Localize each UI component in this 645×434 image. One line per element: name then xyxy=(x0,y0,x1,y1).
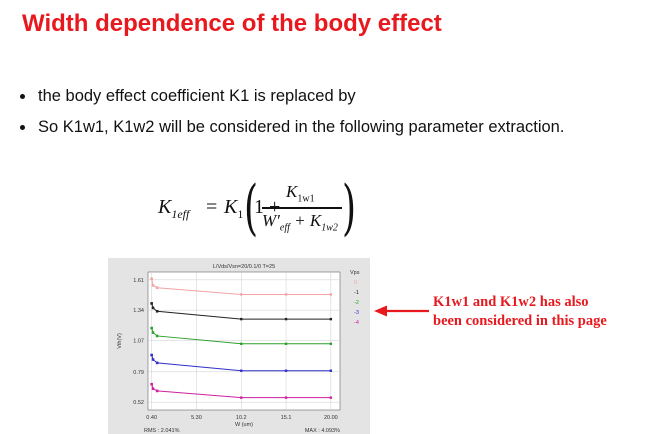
data-point xyxy=(150,277,153,281)
y-tick-label: 1.34 xyxy=(133,308,144,314)
formula-numerator: K1w1 xyxy=(286,182,315,205)
data-point xyxy=(151,387,155,390)
data-point xyxy=(155,286,159,290)
bullet-dot xyxy=(20,94,25,99)
data-point xyxy=(240,342,243,346)
x-tick-label: 5.30 xyxy=(191,415,202,421)
x-axis-label: W (um) xyxy=(235,422,253,428)
x-tick-label: 20.00 xyxy=(324,415,338,421)
data-point xyxy=(284,396,288,399)
data-point xyxy=(150,326,153,330)
data-point xyxy=(284,317,288,321)
data-point xyxy=(151,331,155,334)
data-point xyxy=(329,293,333,296)
data-point xyxy=(151,358,155,361)
formula-equals: = xyxy=(206,196,218,218)
x-tick-label: 0.40 xyxy=(146,415,157,421)
chart-title: L/Vds/Vsn=20/0.1/0 T=25 xyxy=(213,264,275,270)
data-point xyxy=(329,369,333,372)
bullet-item: the body effect coefficient K1 is replac… xyxy=(20,86,620,107)
annotation-line-1: K1w1 and K1w2 has also xyxy=(433,294,589,310)
data-point xyxy=(150,382,153,386)
data-point xyxy=(284,369,288,372)
data-point xyxy=(240,396,243,399)
annotation-line-2: been considered in this page xyxy=(433,313,607,329)
data-point xyxy=(155,334,159,338)
x-tick-label: 10.2 xyxy=(236,415,247,421)
arrow-left-icon xyxy=(374,305,429,317)
legend-entry: 0 xyxy=(354,280,357,286)
annotation-note: K1w1 and K1w2 has also been considered i… xyxy=(433,293,607,331)
data-point xyxy=(240,293,243,296)
bullet-list: the body effect coefficient K1 is replac… xyxy=(20,86,620,148)
legend-entry: -1 xyxy=(354,290,359,296)
x-tick-label: 15.1 xyxy=(281,415,292,421)
data-point xyxy=(150,302,153,305)
formula-fraction-bar xyxy=(262,207,342,209)
y-tick-label: 0.52 xyxy=(133,400,144,406)
bullet-text: So K1w1, K1w2 will be considered in the … xyxy=(38,118,565,136)
formula-denominator: W′eff + K1w2 xyxy=(262,211,338,234)
legend-entry: -3 xyxy=(354,310,359,316)
plot-area xyxy=(147,271,341,411)
bullet-item: So K1w1, K1w2 will be considered in the … xyxy=(20,117,620,138)
data-point xyxy=(155,309,159,313)
vth-vs-width-chart: 0.40 5.30 10.2 15.1 20.00 1.61 1.34 1.07 0.79 0.5… xyxy=(108,258,370,434)
data-point xyxy=(150,353,153,357)
data-point xyxy=(155,389,159,393)
formula-lhs: K1eff xyxy=(158,196,190,221)
data-point xyxy=(240,369,243,372)
formula-left-paren: ( xyxy=(244,173,259,243)
data-point xyxy=(329,317,333,321)
legend-entry: -2 xyxy=(354,300,359,306)
rms-readout: RMS : 2.041% xyxy=(144,428,180,434)
data-point xyxy=(240,317,243,321)
data-point xyxy=(284,293,288,296)
y-tick-label: 1.07 xyxy=(133,338,144,344)
data-point xyxy=(329,396,333,399)
bullet-dot xyxy=(20,125,25,130)
formula-k1: K1 xyxy=(224,196,244,221)
data-point xyxy=(284,342,288,346)
body-effect-formula: K1eff = K1 ( 1 + K1w1 W′eff + K1w2 ) xyxy=(158,176,358,250)
formula-right-paren: ) xyxy=(342,173,357,243)
slide-title: Width dependence of the body effect xyxy=(22,10,442,37)
data-point xyxy=(155,361,159,365)
data-point xyxy=(151,284,155,287)
legend-entry: -4 xyxy=(354,320,359,326)
y-tick-label: 1.61 xyxy=(133,278,144,284)
y-tick-label: 0.79 xyxy=(133,370,144,376)
max-readout: MAX : 4.093% xyxy=(305,428,340,434)
data-point xyxy=(329,342,333,346)
legend-title: Vps xyxy=(350,270,360,276)
data-point xyxy=(151,306,155,310)
y-axis-label: Vth(V) xyxy=(117,333,123,349)
bullet-text: the body effect coefficient K1 is replac… xyxy=(38,87,356,105)
